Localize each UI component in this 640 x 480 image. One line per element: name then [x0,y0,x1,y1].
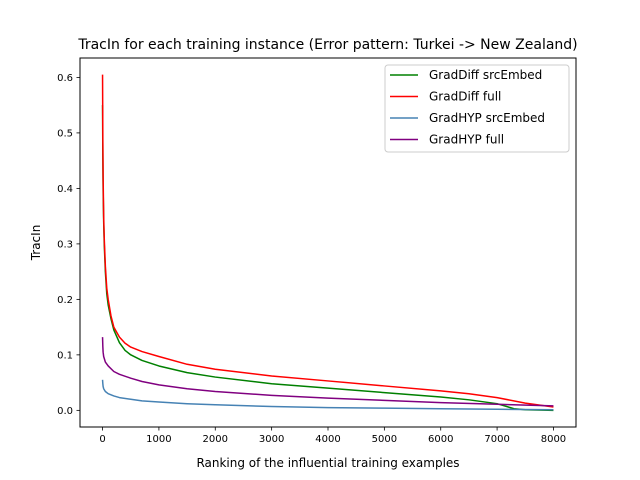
legend-box [384,64,570,153]
legend-label: GradHYP full [429,133,504,147]
x-axis-label: Ranking of the influential training exam… [196,456,459,470]
y-tick-label: 0.4 [57,184,73,195]
series-line-2 [101,74,554,408]
x-tick-label: 3000 [259,434,284,445]
x-tick-label: 6000 [428,434,453,445]
legend: GradDiff srcEmbed GradDiff full GradHYP sr… [384,64,570,153]
x-tick-label: 2000 [203,434,228,445]
x-tick-label: 5000 [372,434,397,445]
y-axis-label: TracIn [29,225,43,262]
legend-label: GradHYP srcEmbed [429,111,545,125]
legend-label: GradDiff full [429,90,501,104]
x-tick-label: 8000 [541,434,566,445]
y-tick-label: 0.6 [57,73,73,84]
y-tick-label: 0.2 [57,295,73,306]
x-axis: 0 1000 2000 3000 4000 5000 6000 7000 8000 [99,427,566,445]
legend-label: GradDiff srcEmbed [429,68,542,82]
y-tick-label: 0.5 [57,129,73,140]
y-axis: 0.0 0.1 0.2 0.3 0.4 0.5 0.6 [57,73,80,417]
x-tick-label: 1000 [146,434,171,445]
series-line-4 [101,337,554,407]
y-tick-label: 0.3 [57,239,73,250]
x-tick-label: 0 [99,434,105,445]
legend-items: GradDiff srcEmbed GradDiff full GradHYP sr… [390,68,545,147]
series-layer [101,74,554,412]
x-tick-label: 7000 [484,434,509,445]
y-tick-label: 0.0 [57,406,73,417]
chart-title: TracIn for each training instance (Error… [77,37,577,53]
y-tick-label: 0.1 [57,350,73,361]
series-line-3 [101,379,554,411]
x-tick-label: 4000 [315,434,340,445]
